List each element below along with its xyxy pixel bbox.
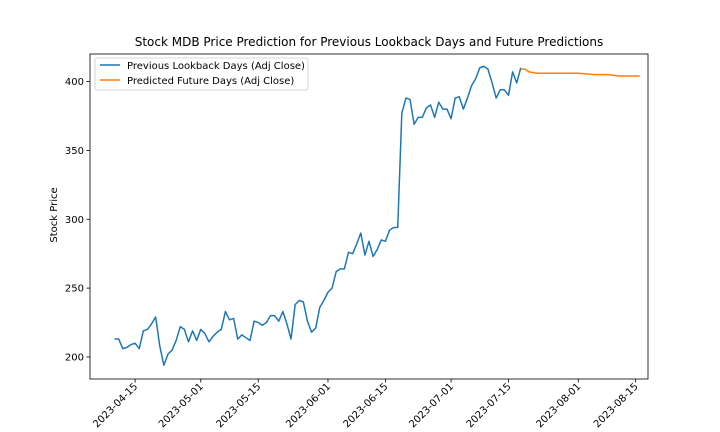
x-tick-label: 2023-05-15	[214, 381, 263, 430]
x-tick-label: 2023-06-15	[342, 381, 391, 430]
series-line-0	[114, 65, 522, 366]
x-axis-ticks: 2023-04-15 2023-05-01 2023-05-15 2023-06-01…	[91, 379, 641, 430]
legend-entry-predicted: Predicted Future Days (Adj Close)	[127, 76, 294, 87]
x-tick-label: 2023-04-15	[91, 381, 140, 430]
plot-frame	[89, 53, 649, 380]
x-tick-label: 2023-07-01	[407, 381, 456, 430]
series-line-1	[520, 68, 640, 77]
y-tick-label: 250	[65, 284, 84, 295]
y-axis-label: Stock Price	[49, 187, 60, 242]
x-tick-label: 2023-07-15	[465, 381, 514, 430]
legend-entry-lookback: Previous Lookback Days (Adj Close)	[127, 61, 305, 72]
legend-box	[94, 57, 309, 91]
series-layer	[114, 65, 640, 366]
y-tick-label: 400	[65, 77, 84, 88]
x-tick-label: 2023-05-01	[157, 381, 206, 430]
legend: Previous Lookback Days (Adj Close) Predi…	[94, 57, 309, 91]
y-tick-label: 300	[65, 215, 84, 226]
y-tick-label: 200	[65, 352, 84, 363]
x-tick-label: 2023-06-01	[284, 381, 333, 430]
y-tick-label: 350	[65, 146, 84, 157]
y-axis-ticks: 200 250 300 350 400	[65, 77, 90, 363]
x-tick-label: 2023-08-01	[534, 381, 583, 430]
x-tick-label: 2023-08-15	[592, 381, 641, 430]
chart-title: Stock MDB Price Prediction for Previous …	[135, 35, 604, 49]
